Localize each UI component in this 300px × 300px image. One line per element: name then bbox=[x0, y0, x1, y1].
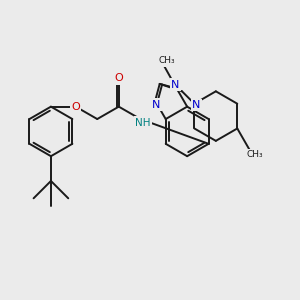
Text: N: N bbox=[192, 100, 200, 110]
Text: N: N bbox=[171, 80, 180, 90]
Text: O: O bbox=[114, 73, 123, 83]
Text: CH₃: CH₃ bbox=[158, 56, 175, 65]
Text: O: O bbox=[71, 102, 80, 112]
Text: N: N bbox=[152, 100, 160, 110]
Text: CH₃: CH₃ bbox=[246, 151, 263, 160]
Text: NH: NH bbox=[135, 118, 151, 128]
